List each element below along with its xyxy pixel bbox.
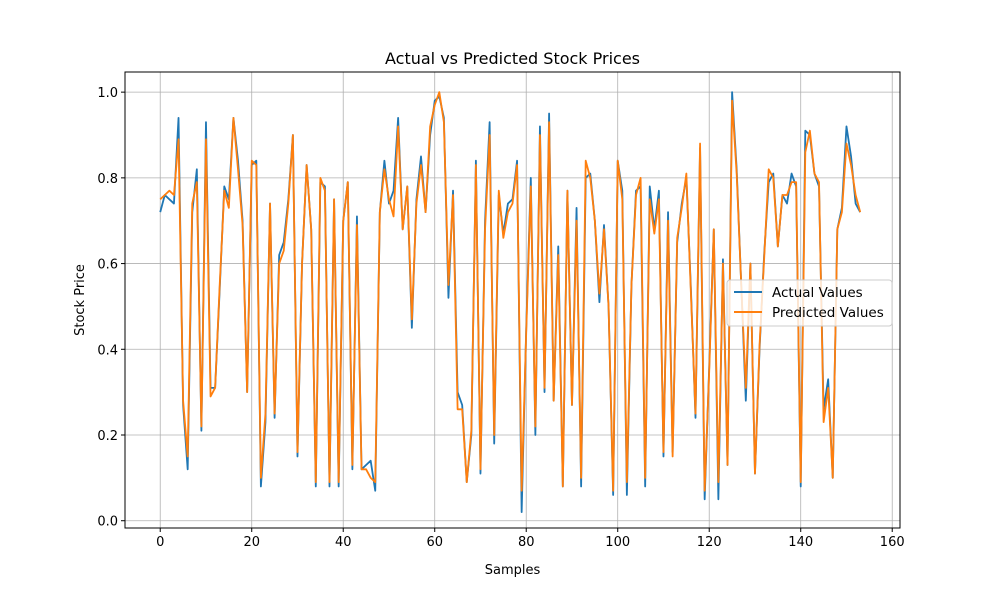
legend-box xyxy=(726,279,893,327)
x-tick-label: 40 xyxy=(335,535,352,550)
y-tick-label: 0.4 xyxy=(97,343,118,358)
x-tick-label: 100 xyxy=(605,535,630,550)
y-tick-label: 0.8 xyxy=(97,172,118,187)
x-axis-title: Samples xyxy=(485,563,541,578)
y-tick-label: 0.2 xyxy=(97,429,118,444)
x-tick-label: 60 xyxy=(426,535,443,550)
grid xyxy=(125,72,900,528)
x-tick-label: 160 xyxy=(880,535,905,550)
x-tick-label: 80 xyxy=(518,535,535,550)
y-tick-label: 0.6 xyxy=(97,258,118,273)
series-lines xyxy=(159,91,862,514)
series-line-predicted xyxy=(159,91,862,492)
legend: Actual Values Predicted Values xyxy=(726,279,893,327)
ticks: 0 20 40 60 80 100 120 140 160 0.0 0.2 0.4 0.6 0.8 1.0 xyxy=(97,86,904,550)
x-tick-label: 120 xyxy=(697,535,722,550)
y-tick-label: 1.0 xyxy=(97,86,118,101)
legend-label-actual: Actual Values xyxy=(772,285,863,301)
legend-label-predicted: Predicted Values xyxy=(772,305,884,321)
x-tick-label: 140 xyxy=(788,535,813,550)
chart-title: Actual vs Predicted Stock Prices xyxy=(385,49,640,68)
y-tick-label: 0.0 xyxy=(97,515,118,530)
x-tick-label: 20 xyxy=(243,535,260,550)
plot-frame xyxy=(124,71,901,529)
x-tick-label: 0 xyxy=(156,535,164,550)
y-axis-title: Stock Price xyxy=(73,264,88,336)
